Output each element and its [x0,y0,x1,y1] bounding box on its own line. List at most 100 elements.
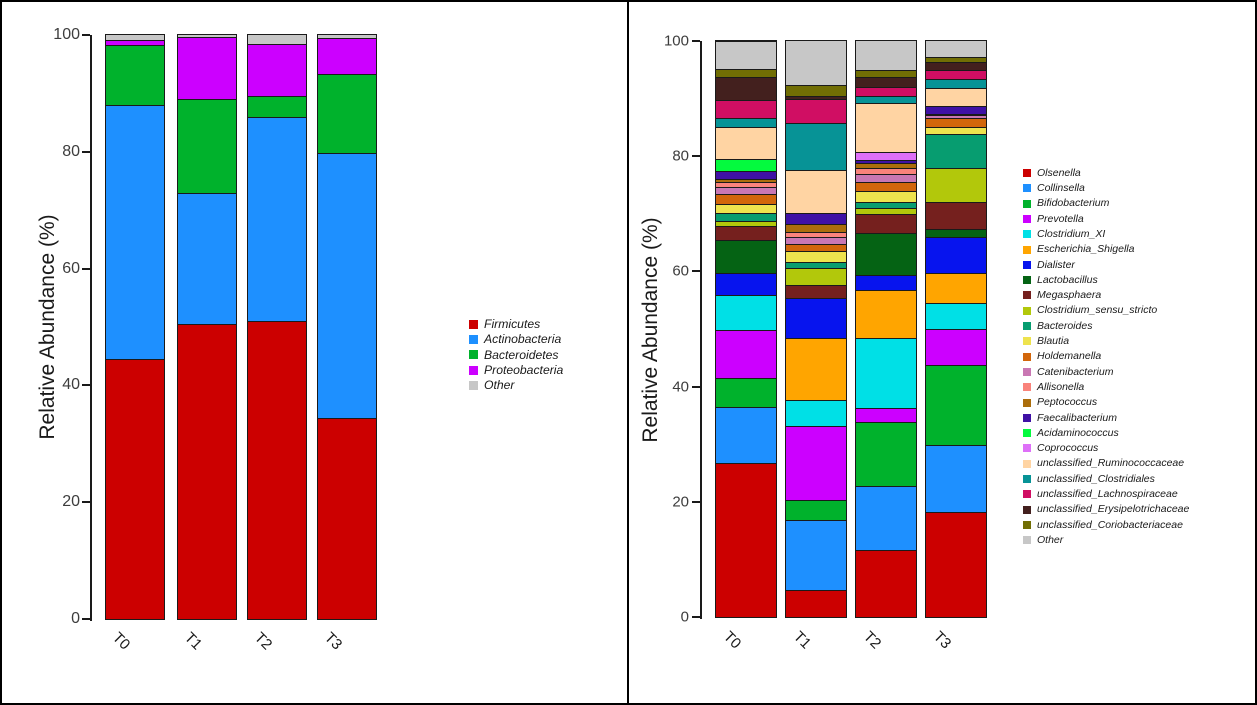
legend-label-Escherichia_Shigella: Escherichia_Shigella [1037,243,1135,256]
bar-segment-Other [855,40,917,71]
bar-segment-Catenibacterium [715,186,777,195]
legend-swatch-Actinobacteria [469,334,478,344]
bar-segment-unclassified_Clostridiales [715,117,777,128]
legend-item-Collinsella: Collinsella [1023,181,1085,195]
legend-item-unclassified_Coriobacteriaceae: unclassified_Coriobacteriaceae [1023,518,1183,532]
bar-segment-Bacteroidetes [247,95,307,118]
bar-segment-unclassified_Coriobacteriaceae [785,84,847,97]
legend-label-Allisonella: Allisonella [1037,380,1085,393]
legend-item-Coprococcus: Coprococcus [1023,441,1098,455]
legend-swatch-Collinsella [1023,184,1031,193]
y-tick-mark [82,34,90,36]
y-tick-mark [82,501,90,504]
bar-T1 [177,34,237,620]
bar-segment-Holdemanella [715,193,777,205]
bar-segment-unclassified_Ruminococcaceae [855,102,917,153]
bar-segment-Collinsella [715,406,777,464]
y-tick-label: 20 [672,493,689,511]
bar-segment-Other [317,34,377,39]
y-tick-label: 100 [663,32,689,50]
bar-segment-Actinobacteria [317,152,377,419]
legend-label-Catenibacterium: Catenibacterium [1037,365,1114,378]
legend-swatch-Dialister [1023,260,1031,269]
bar-segment-Collinsella [785,519,847,591]
legend-label-Blautia: Blautia [1037,335,1070,348]
y-tick-label: 60 [672,262,689,280]
phylum-chart-panel: Relative Abundance (%) Firmicutes Actinob… [2,2,627,703]
bar-segment-unclassified_Coriobacteriaceae [715,68,777,78]
legend-label-Bacteroides: Bacteroides [1037,319,1093,332]
legend-label-Bacteroidetes: Bacteroidetes [484,347,559,362]
bar-T3 [925,40,987,618]
bar-segment-Bacteroidetes [177,98,237,194]
bar-T2 [247,34,307,620]
bar-segment-Clostridium_sensu_stricto [785,267,847,286]
y-axis-line [90,35,92,621]
legend-swatch-Clostridium_XI [1023,230,1031,239]
legend-label-Lactobacillus: Lactobacillus [1037,273,1098,286]
bar-segment-Other [785,40,847,86]
bar-segment-Collinsella [925,444,987,513]
y-tick-mark [692,270,700,273]
bar-segment-Firmicutes [105,358,165,620]
legend-swatch-Lactobacillus [1023,276,1031,285]
bar-segment-Blautia [925,126,987,135]
bar-segment-Peptococcus [785,223,847,233]
y-tick-label: 40 [672,378,689,396]
x-tick-label-T3: T3 [320,629,346,654]
legend-label-Dialister: Dialister [1037,258,1075,271]
legend-swatch-Escherichia_Shigella [1023,245,1031,254]
legend-swatch-Megasphaera [1023,291,1031,300]
bar-segment-Allisonella [785,231,847,238]
y-tick-label: 40 [62,376,80,394]
legend-label-Proteobacteria: Proteobacteria [484,363,564,378]
bar-segment-Blautia [715,203,777,214]
y-tick-mark [82,384,90,387]
bar-segment-unclassified_Coriobacteriaceae [925,56,987,63]
bar-segment-Bacteroides [855,201,917,209]
bar-segment-Megasphaera [855,213,917,234]
bar-segment-Faecalibacterium [925,105,987,115]
bar-segment-Other [925,40,987,58]
bar-segment-Other [715,41,777,70]
bar-segment-unclassified_Ruminococcaceae [715,126,777,160]
bar-segment-Holdemanella [925,117,987,128]
legend-swatch-Catenibacterium [1023,367,1031,376]
genus-chart-panel: Relative Abundance (%) Olsenella Collinse… [629,2,1255,703]
legend-label-Holdemanella: Holdemanella [1037,350,1102,363]
legend-item-unclassified_Clostridiales: unclassified_Clostridiales [1023,472,1155,486]
legend-label-Other: Other [1037,533,1064,546]
legend-item-Clostridium_sensu_stricto: Clostridium_sensu_stricto [1023,304,1157,318]
legend-swatch-Faecalibacterium [1023,413,1031,422]
x-tick-label-T2: T2 [859,628,885,653]
bar-segment-Allisonella [715,181,777,188]
bar-segment-unclassified_Lachnospiraceae [855,86,917,97]
bar-segment-Actinobacteria [247,116,307,322]
y-tick-mark [82,267,90,270]
legend-swatch-Blautia [1023,337,1031,346]
y-tick-label: 20 [62,493,80,511]
legend-item-Dialister: Dialister [1023,258,1075,272]
y-axis-title: Relative Abundance (%) [36,214,59,440]
legend-item-unclassified_Ruminococcaceae: unclassified_Ruminococcaceae [1023,457,1184,471]
legend-label-Coprococcus: Coprococcus [1037,442,1099,455]
bar-segment-unclassified_Erysipelotrichaceae [785,95,847,100]
y-tick-mark [692,616,700,618]
legend-label-Faecalibacterium: Faecalibacterium [1037,411,1117,424]
legend-item-Other: Other [1023,533,1063,547]
bar-segment-Clostridium_XI [855,337,917,409]
bar-segment-Holdemanella [855,181,917,192]
legend-item-Megasphaera: Megasphaera [1023,288,1101,302]
bar-segment-unclassified_Clostridiales [855,95,917,104]
legend-swatch-Firmicutes [469,319,478,329]
y-tick-mark [692,385,700,388]
legend-label-Acidaminococcus: Acidaminococcus [1037,426,1119,439]
bar-segment-Firmicutes [177,323,237,620]
bar-segment-Prevotella [855,407,917,423]
legend-swatch-unclassified_Coriobacteriaceae [1023,520,1031,529]
bar-segment-unclassified_Ruminococcaceae [785,169,847,214]
bar-segment-Dialister [925,236,987,274]
legend-item-Escherichia_Shigella: Escherichia_Shigella [1023,243,1134,257]
bar-segment-Other [177,34,237,38]
bar-T1 [785,40,847,618]
